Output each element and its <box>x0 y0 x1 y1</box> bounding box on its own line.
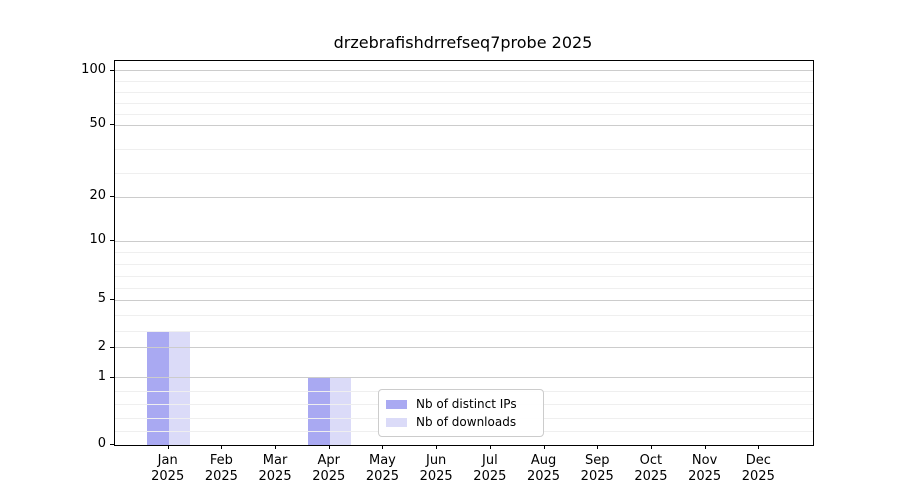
minor-gridline <box>115 264 813 266</box>
y-axis-tick <box>110 346 114 348</box>
minor-gridline <box>115 92 813 94</box>
x-axis-tick <box>436 445 438 449</box>
y-tick-label: 1 <box>97 368 106 384</box>
x-axis-tick <box>704 445 706 449</box>
chart-title: drzebrafishdrrefseq7probe 2025 <box>333 33 593 52</box>
legend-label-distinct-ips: Nb of distinct IPs <box>416 397 517 411</box>
major-gridline <box>115 377 813 379</box>
y-axis-tick <box>110 196 114 197</box>
y-tick-label: 20 <box>89 188 106 203</box>
x-axis-tick <box>758 445 760 449</box>
minor-gridline <box>115 275 813 277</box>
y-tick-label: 10 <box>89 232 106 248</box>
minor-gridline <box>115 81 813 83</box>
legend: Nb of distinct IPs Nb of downloads <box>378 389 544 437</box>
x-axis-tick <box>221 445 223 449</box>
major-gridline <box>115 240 813 242</box>
y-tick-label: 0 <box>97 436 106 451</box>
y-tick-label: 5 <box>97 291 106 306</box>
major-gridline <box>115 124 813 126</box>
x-tick-label-feb: Feb 2025 <box>204 453 238 484</box>
x-axis-tick <box>543 445 545 449</box>
x-axis-tick <box>167 445 169 449</box>
x-tick-label-jul: Jul 2025 <box>473 453 507 484</box>
x-tick-label-may: May 2025 <box>365 453 399 484</box>
y-axis-tick <box>110 376 114 378</box>
major-gridline <box>115 196 813 198</box>
x-axis-tick <box>597 445 599 449</box>
minor-gridline <box>115 102 813 104</box>
distinct-ips-swatch <box>386 399 407 409</box>
x-tick-label-apr: Apr 2025 <box>312 453 346 484</box>
x-tick-label-dec: Dec 2025 <box>741 453 775 484</box>
x-tick-label-oct: Oct 2025 <box>634 453 668 484</box>
y-tick-label: 2 <box>97 338 106 354</box>
legend-item-downloads: Nb of downloads <box>386 413 534 431</box>
minor-gridline <box>115 252 813 254</box>
y-axis-tick <box>110 444 114 445</box>
major-gridline <box>115 299 813 301</box>
x-axis-tick <box>489 445 491 449</box>
y-axis-tick <box>110 69 114 71</box>
y-tick-label: 50 <box>89 116 106 131</box>
bar-apr-ips <box>308 377 330 445</box>
y-tick-label: 100 <box>81 61 106 77</box>
y-axis-tick <box>110 240 114 242</box>
x-axis-tick <box>275 445 277 449</box>
y-axis-tick <box>110 124 114 125</box>
x-tick-label-sep: Sep 2025 <box>580 453 614 484</box>
legend-label-downloads: Nb of downloads <box>416 415 517 429</box>
x-tick-label-nov: Nov 2025 <box>688 453 722 484</box>
x-axis-tick <box>650 445 652 449</box>
minor-gridline <box>115 172 813 174</box>
x-axis-tick <box>382 445 384 449</box>
minor-gridline <box>115 331 813 333</box>
downloads-swatch <box>386 417 407 427</box>
bar-jan-downloads <box>168 331 191 445</box>
major-gridline <box>115 347 813 349</box>
legend-item-distinct-ips: Nb of distinct IPs <box>386 395 534 413</box>
bar-jan-ips <box>147 331 169 445</box>
x-axis-tick <box>328 445 330 449</box>
bar-apr-downloads <box>329 377 352 445</box>
y-axis-tick <box>110 299 114 300</box>
minor-gridline <box>115 287 813 289</box>
minor-gridline <box>115 113 813 115</box>
x-tick-label-mar: Mar 2025 <box>258 453 292 484</box>
x-tick-label-aug: Aug 2025 <box>526 453 561 484</box>
x-tick-label-jun: Jun 2025 <box>419 453 453 484</box>
major-gridline <box>115 70 813 72</box>
minor-gridline <box>115 315 813 317</box>
minor-gridline <box>115 148 813 150</box>
x-tick-label-jan: Jan 2025 <box>151 453 185 484</box>
